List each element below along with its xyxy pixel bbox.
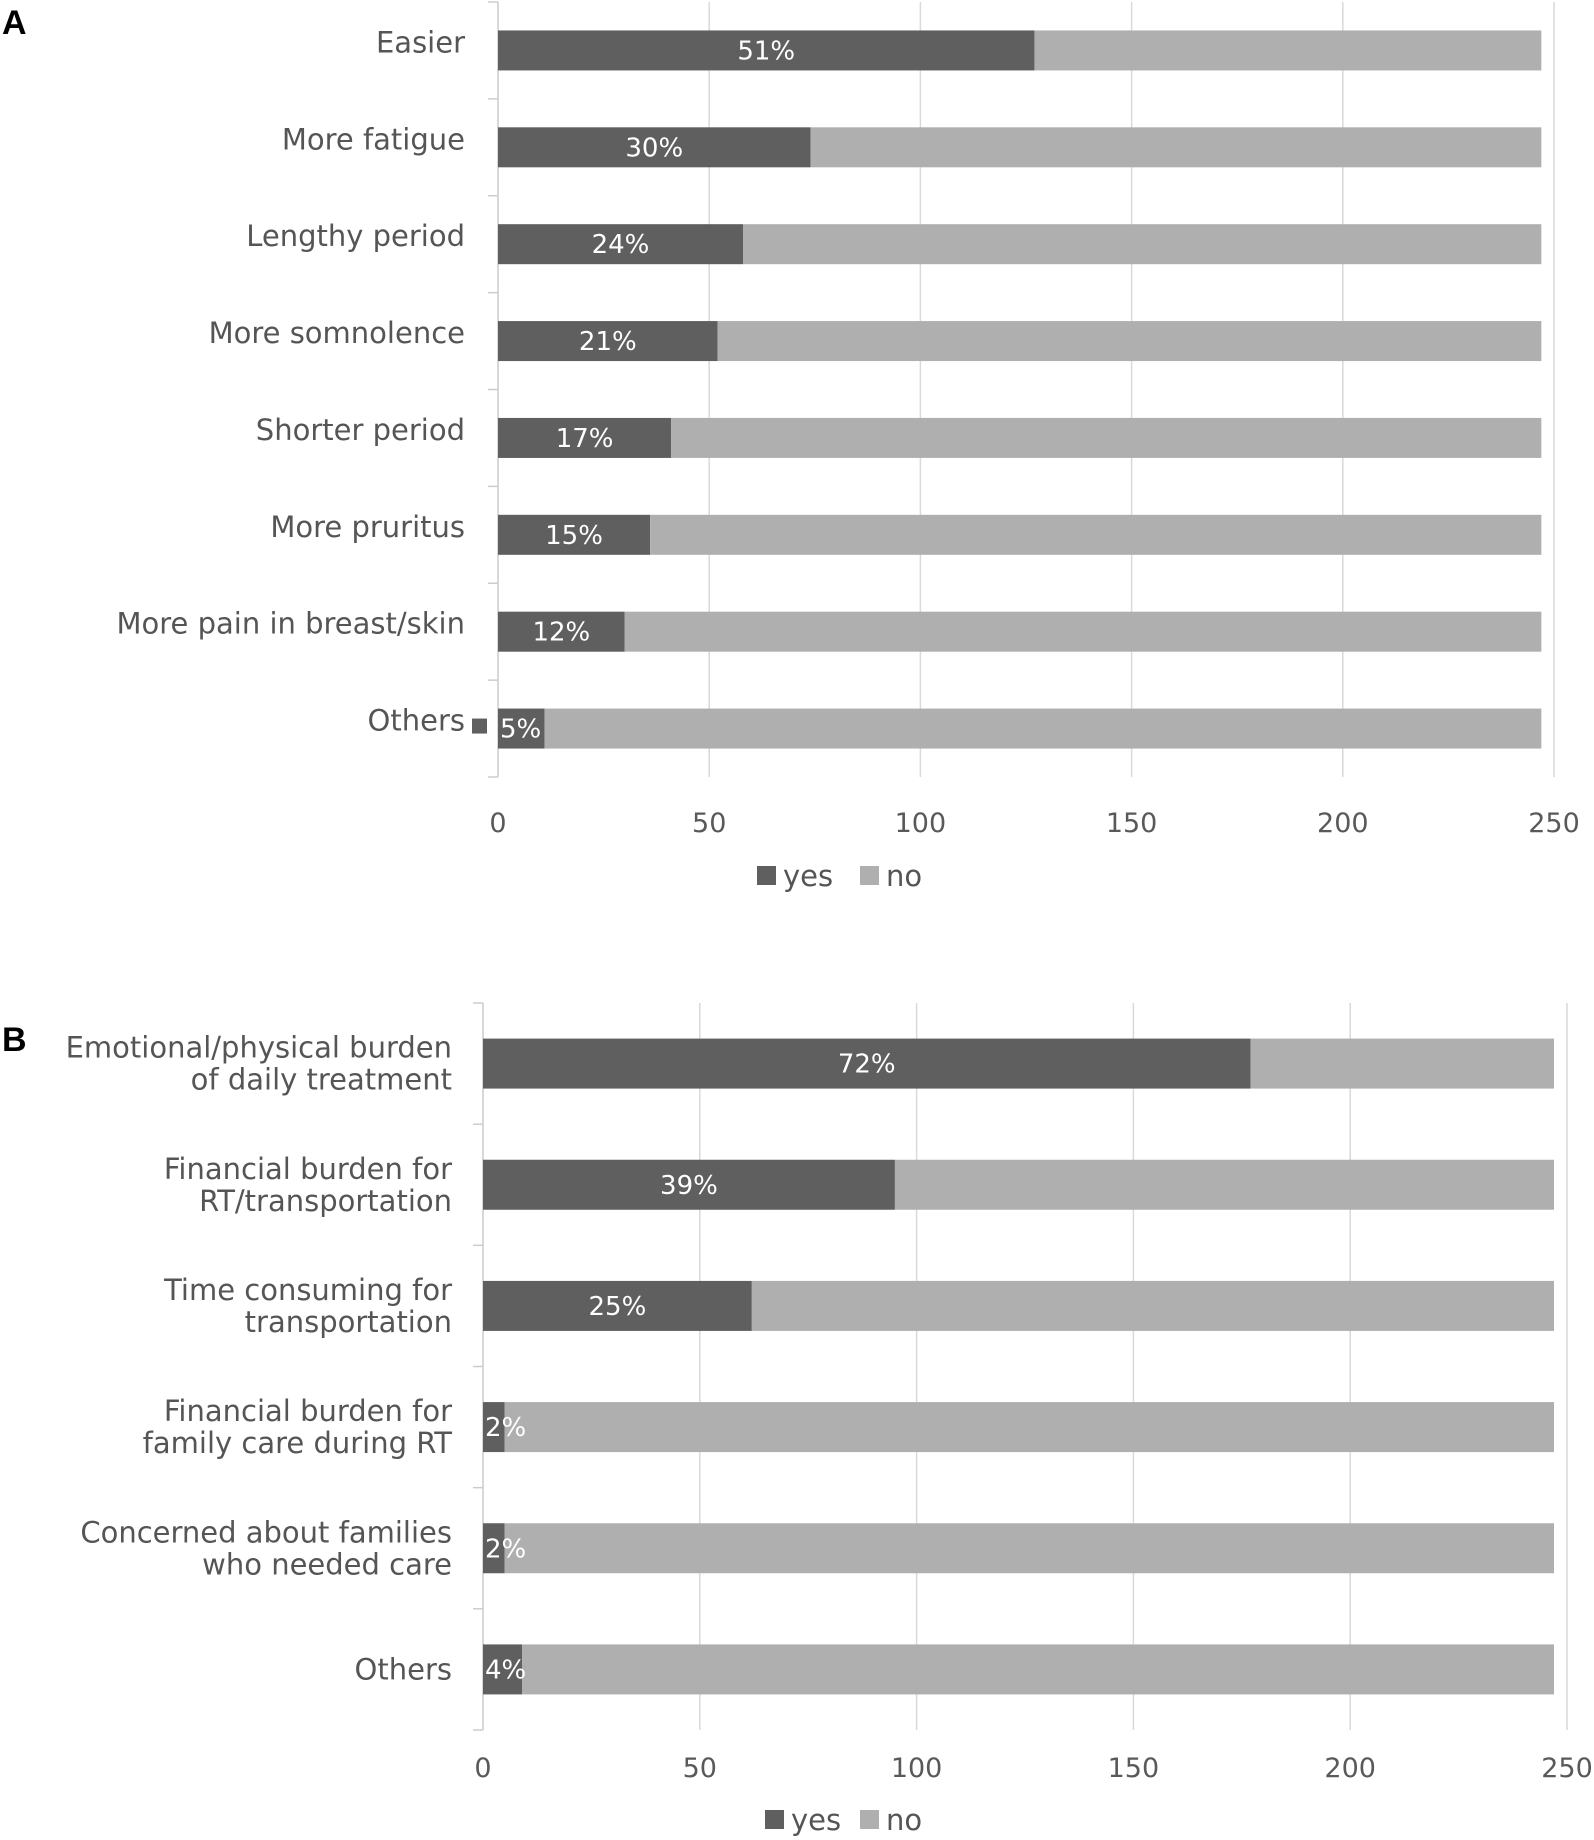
x-tick-label: 50 bbox=[683, 1753, 717, 1784]
category-label: Easier bbox=[376, 25, 465, 59]
bar-no bbox=[650, 514, 1542, 555]
data-label: 15% bbox=[545, 521, 603, 551]
legend-label-no: no bbox=[886, 859, 922, 893]
category-label: Others bbox=[355, 1652, 452, 1686]
x-tick-label: 200 bbox=[1324, 1753, 1376, 1784]
category-label: Concerned about families bbox=[80, 1515, 452, 1549]
bar-yes bbox=[483, 1038, 1251, 1089]
bar-yes bbox=[483, 1159, 895, 1210]
bar-no bbox=[504, 1523, 1554, 1574]
category-label: Emotional/physical burden bbox=[66, 1031, 452, 1065]
category-label: who needed care bbox=[202, 1547, 452, 1581]
data-label: 21% bbox=[579, 327, 637, 357]
bar-yes bbox=[498, 417, 672, 458]
bar-yes bbox=[483, 1523, 505, 1574]
others-marker bbox=[472, 718, 487, 734]
data-label: 2% bbox=[485, 1413, 526, 1443]
bar-no bbox=[751, 1280, 1554, 1331]
bar-no bbox=[522, 1644, 1554, 1695]
bar-yes bbox=[498, 611, 625, 652]
legend-swatch-no bbox=[860, 1810, 879, 1829]
data-label: 5% bbox=[500, 715, 541, 745]
bar-yes bbox=[498, 708, 545, 749]
legend-swatch-yes bbox=[765, 1810, 784, 1829]
data-label: 12% bbox=[532, 618, 590, 648]
legend-label-yes: yes bbox=[791, 1803, 841, 1837]
bar-yes bbox=[483, 1644, 523, 1695]
data-label: 39% bbox=[660, 1171, 718, 1201]
data-label: 17% bbox=[556, 424, 614, 454]
bar-no bbox=[894, 1159, 1554, 1210]
bar-yes bbox=[483, 1402, 505, 1453]
x-tick-label: 0 bbox=[489, 808, 506, 839]
category-label: Financial burden for bbox=[164, 1152, 452, 1186]
category-label: of daily treatment bbox=[191, 1063, 452, 1097]
category-label: RT/transportation bbox=[199, 1184, 452, 1218]
x-tick-label: 150 bbox=[1106, 808, 1158, 839]
data-label: 72% bbox=[838, 1050, 896, 1080]
category-label: Time consuming for bbox=[163, 1273, 452, 1307]
legend-label-yes: yes bbox=[783, 859, 833, 893]
bar-yes bbox=[498, 514, 651, 555]
x-tick-label: 250 bbox=[1528, 808, 1580, 839]
panel-a-letter: A bbox=[2, 4, 27, 42]
bar-no bbox=[717, 321, 1542, 362]
bar-yes bbox=[483, 1280, 752, 1331]
category-label: More pain in breast/skin bbox=[117, 607, 466, 641]
category-label: Lengthy period bbox=[246, 219, 465, 253]
bar-no bbox=[810, 127, 1542, 168]
bar-yes bbox=[498, 321, 718, 362]
bar-no bbox=[544, 708, 1542, 749]
bar-no bbox=[1250, 1038, 1554, 1089]
data-label: 30% bbox=[625, 133, 683, 163]
data-label: 2% bbox=[485, 1534, 526, 1564]
bar-no bbox=[1034, 30, 1542, 71]
data-label: 4% bbox=[485, 1655, 526, 1685]
data-label: 25% bbox=[589, 1292, 647, 1322]
category-label: transportation bbox=[245, 1305, 452, 1339]
category-label: More somnolence bbox=[209, 316, 465, 350]
x-tick-label: 150 bbox=[1108, 1753, 1160, 1784]
category-label: More pruritus bbox=[270, 510, 465, 544]
legend-swatch-no bbox=[860, 866, 879, 885]
x-tick-label: 0 bbox=[474, 1753, 491, 1784]
bar-yes bbox=[498, 30, 1035, 71]
category-label: family care during RT bbox=[143, 1426, 453, 1460]
x-tick-label: 50 bbox=[692, 808, 726, 839]
bar-yes bbox=[498, 127, 811, 168]
bar-no bbox=[742, 224, 1542, 265]
category-label: Others bbox=[368, 704, 465, 738]
data-label: 51% bbox=[737, 36, 795, 66]
x-tick-label: 100 bbox=[891, 1753, 943, 1784]
bar-no bbox=[671, 417, 1542, 458]
x-tick-label: 200 bbox=[1317, 808, 1369, 839]
category-label: Financial burden for bbox=[164, 1394, 452, 1428]
category-label: More fatigue bbox=[282, 122, 465, 156]
category-label: Shorter period bbox=[256, 413, 465, 447]
legend-label-no: no bbox=[886, 1803, 922, 1837]
x-tick-label: 100 bbox=[895, 808, 947, 839]
legend-swatch-yes bbox=[757, 866, 776, 885]
bar-no bbox=[624, 611, 1542, 652]
data-label: 24% bbox=[592, 230, 650, 260]
bar-no bbox=[504, 1402, 1554, 1453]
x-tick-label: 250 bbox=[1541, 1753, 1593, 1784]
bar-yes bbox=[498, 224, 743, 265]
panel-b-letter: B bbox=[2, 1021, 27, 1059]
panel-a-chart: 51% Easier 30% More fatigue 24% Lengthy perio… bbox=[117, 1, 1580, 893]
